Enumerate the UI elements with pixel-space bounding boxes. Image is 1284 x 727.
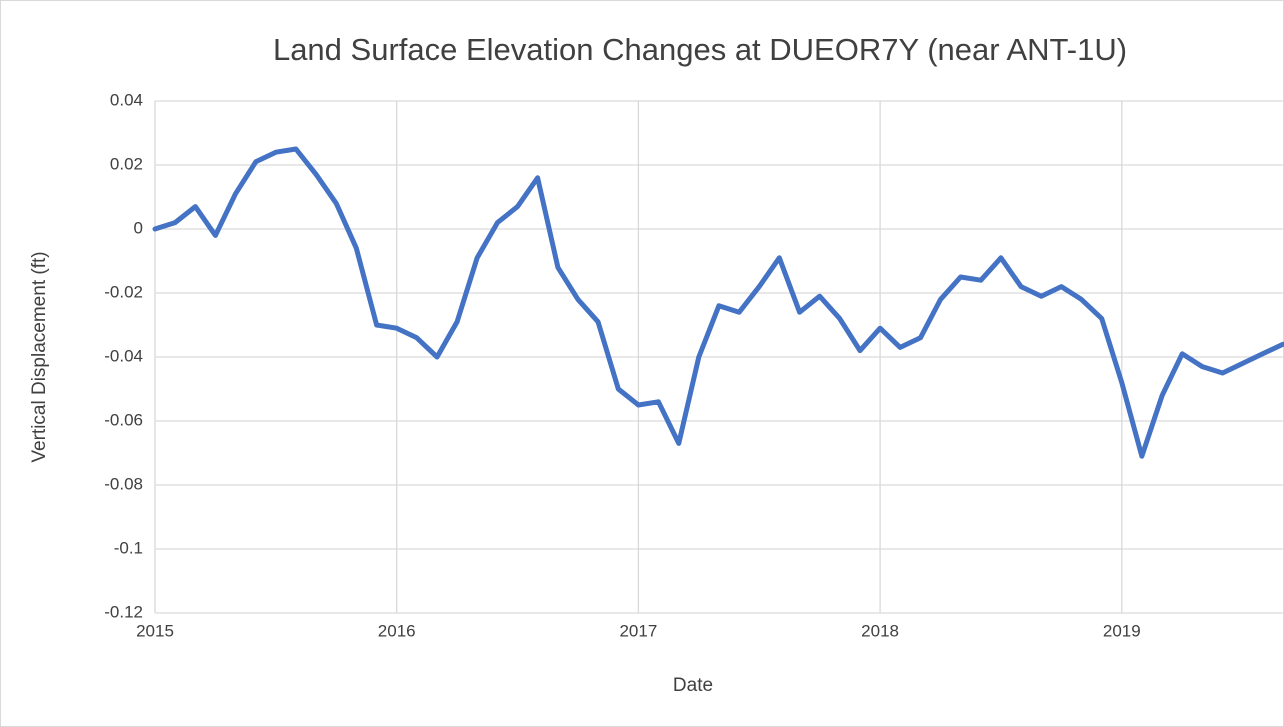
- y-tick-label: -0.02: [104, 282, 143, 301]
- y-tick-label: -0.08: [104, 474, 143, 493]
- x-tick-label: 2017: [619, 621, 657, 640]
- y-tick-label: 0.04: [110, 90, 143, 109]
- data-line: [152, 146, 1284, 459]
- x-axis-label: Date: [673, 675, 713, 696]
- y-tick-label: -0.06: [104, 410, 143, 429]
- x-tick-label: 2019: [1103, 621, 1141, 640]
- chart-title: Land Surface Elevation Changes at DUEOR7…: [273, 32, 1127, 67]
- y-tick-label: -0.04: [104, 346, 143, 365]
- y-axis-label: Vertical Displacement (ft): [29, 251, 50, 462]
- x-tick-label: 2016: [378, 621, 416, 640]
- y-tick-label: -0.12: [104, 602, 143, 621]
- y-tick-label: -0.1: [114, 538, 143, 557]
- x-tick-label: 2015: [136, 621, 174, 640]
- x-tick-label: 2018: [861, 621, 899, 640]
- y-tick-label: 0: [134, 218, 143, 237]
- y-tick-label: 0.02: [110, 154, 143, 173]
